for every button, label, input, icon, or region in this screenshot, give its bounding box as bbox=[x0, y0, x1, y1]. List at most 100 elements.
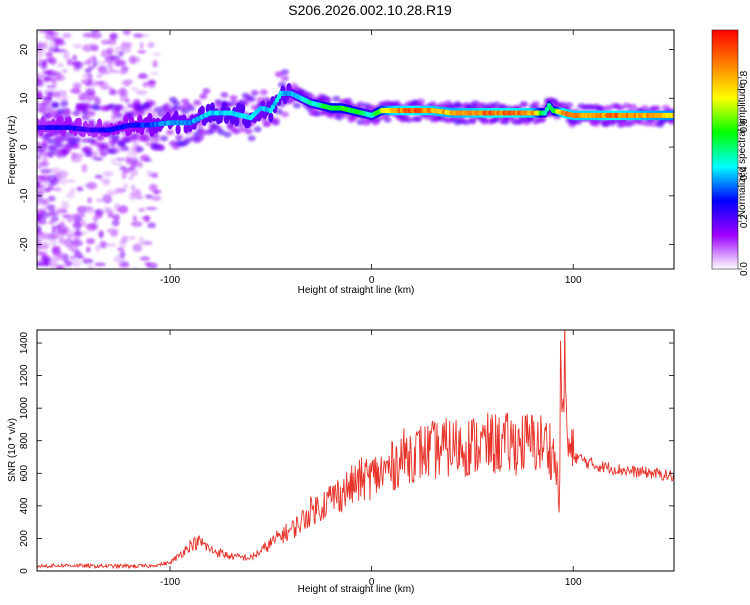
spectrogram-x-ticks: -100 0 100 bbox=[160, 30, 582, 286]
spectrogram-noise-mark bbox=[40, 61, 48, 70]
spectrogram-halo-mark bbox=[462, 119, 471, 126]
spectrogram-noise-mark bbox=[102, 193, 112, 201]
spectrogram-noise-mark bbox=[118, 69, 128, 75]
spectrogram-noise-mark bbox=[148, 183, 158, 192]
spectrogram-noise-mark bbox=[144, 194, 153, 199]
snr-y-tick-label: 200 bbox=[19, 530, 30, 547]
spectrogram-noise-mark bbox=[128, 55, 138, 64]
spectrogram-halo-mark bbox=[87, 110, 96, 117]
spectrogram-noise-mark bbox=[95, 198, 104, 203]
spectrogram-noise-mark bbox=[53, 233, 61, 238]
spectrogram-noise-mark bbox=[65, 260, 72, 267]
spectrogram-noise-mark bbox=[94, 96, 101, 106]
spectrogram-noise-mark bbox=[131, 222, 142, 228]
spectrogram-halo-mark bbox=[531, 101, 540, 108]
spectrogram-halo-mark bbox=[559, 101, 568, 108]
spectrogram-noise-mark bbox=[37, 161, 44, 168]
spectrogram-noise-mark bbox=[113, 58, 123, 67]
spectrogram-noise-mark bbox=[139, 41, 144, 50]
spectrogram-halo-mark bbox=[37, 147, 45, 154]
spectrogram-halo-mark bbox=[166, 129, 175, 136]
spectrogram-halo-mark bbox=[57, 108, 66, 115]
spectrogram-noise-mark bbox=[86, 182, 97, 190]
spectrogram-noise-mark bbox=[131, 184, 136, 192]
spectrogram-halo-mark bbox=[616, 105, 625, 112]
spectrogram-noise-mark bbox=[49, 209, 58, 216]
snr-x-tick-label: 100 bbox=[565, 577, 582, 588]
spectrogram-halo-mark bbox=[84, 103, 93, 110]
colorbar-ticks: 0.0 0.2 0.4 0.6 0.8 bbox=[738, 70, 750, 276]
spectrogram-noise-mark bbox=[82, 74, 93, 78]
spectrogram-halo-mark bbox=[413, 115, 422, 122]
spectrogram-noise-mark bbox=[66, 61, 79, 66]
spectrogram-halo-mark bbox=[135, 146, 144, 153]
spectrogram-ridge-core bbox=[671, 112, 674, 118]
spectrogram-noise-mark bbox=[84, 67, 92, 74]
snr-y-tick-label: 1400 bbox=[19, 331, 30, 354]
spectrogram-halo-mark bbox=[223, 131, 232, 138]
spectrogram-halo-mark bbox=[159, 135, 168, 142]
spectrogram-noise-mark bbox=[152, 172, 159, 179]
spectrogram-noise-mark bbox=[62, 95, 69, 103]
spectrogram-noise-mark bbox=[82, 33, 93, 38]
spectrogram-noise-mark bbox=[107, 212, 114, 219]
spectrogram-noise-mark bbox=[76, 212, 86, 218]
spectrogram-noise-mark bbox=[132, 243, 143, 252]
spectrogram-noise-mark bbox=[61, 253, 69, 262]
spectrogram-y-tick-label: 20 bbox=[19, 44, 30, 56]
spectrogram-noise-mark bbox=[82, 205, 94, 212]
spectrogram-halo-mark bbox=[147, 100, 156, 107]
spectrogram-noise-mark bbox=[150, 71, 159, 76]
snr-x-tick-label: -100 bbox=[160, 577, 180, 588]
spectrogram-halo-mark bbox=[253, 126, 262, 133]
spectrogram-noise-mark bbox=[56, 264, 66, 269]
spectrogram-noise-mark bbox=[137, 161, 144, 168]
spectrogram-noise-mark bbox=[100, 85, 112, 90]
spectrogram-noise-mark bbox=[103, 206, 112, 212]
spectrogram-noise-mark bbox=[85, 246, 91, 253]
spectrogram-x-axis-label: Height of straight line (km) bbox=[298, 285, 415, 296]
spectrogram-noise-mark bbox=[151, 195, 162, 201]
snr-y-tick-label: 600 bbox=[19, 465, 30, 482]
spectrogram-noise-mark bbox=[117, 88, 128, 97]
spectrogram-halo-mark bbox=[456, 103, 465, 110]
snr-y-tick-label: 1000 bbox=[19, 397, 30, 420]
spectrogram-noise-mark bbox=[47, 195, 56, 202]
spectrogram-halo-mark bbox=[48, 138, 57, 145]
spectrogram-noise-mark bbox=[37, 153, 42, 158]
spectrogram-halo-mark bbox=[39, 102, 48, 109]
spectrogram-noise-mark bbox=[95, 174, 103, 179]
spectrogram-noise-mark bbox=[137, 50, 147, 54]
spectrogram-noise-mark bbox=[147, 79, 156, 89]
spectrogram-noise-mark bbox=[46, 174, 58, 183]
colorbar-tick-label: 0.2 bbox=[739, 214, 750, 228]
spectrogram-ridge-outer bbox=[233, 116, 240, 127]
spectrogram-noise-mark bbox=[153, 52, 161, 57]
spectrogram-halo-mark bbox=[417, 98, 426, 105]
spectrogram-noise-mark bbox=[37, 77, 41, 82]
spectrogram-noise-mark bbox=[67, 232, 73, 239]
spectrogram-ridge-outer bbox=[209, 102, 215, 113]
spectrogram-noise-mark bbox=[40, 243, 50, 249]
spectrogram-halo-mark bbox=[120, 145, 129, 152]
spectrogram-noise-mark bbox=[142, 33, 150, 38]
colorbar-label: Normalized spectral amplitude bbox=[737, 82, 748, 217]
spectrogram-noise-mark bbox=[69, 187, 76, 195]
spectrogram-halo-mark bbox=[193, 99, 202, 106]
spectrogram-noise-mark bbox=[87, 264, 95, 269]
spectrogram-noise-mark bbox=[37, 237, 42, 247]
spectrogram-noise-mark bbox=[37, 166, 41, 170]
spectrogram-halo-mark bbox=[480, 116, 489, 123]
spectrogram-halo-mark bbox=[468, 116, 477, 123]
spectrogram-noise-mark bbox=[154, 136, 159, 143]
spectrogram-noise-mark bbox=[57, 62, 64, 68]
spectrogram-noise-mark bbox=[62, 32, 72, 39]
spectrogram-noise-mark bbox=[147, 222, 157, 229]
spectrogram-ridge-outer bbox=[229, 114, 236, 125]
spectrogram-halo-mark bbox=[202, 88, 211, 95]
spectrogram-noise-mark bbox=[54, 187, 62, 192]
snr-y-tick-label: 0 bbox=[19, 568, 30, 574]
spectrogram-halo-mark bbox=[652, 105, 661, 112]
snr-y-tick-label: 800 bbox=[19, 432, 30, 449]
spectrogram-noise-mark bbox=[135, 89, 148, 96]
